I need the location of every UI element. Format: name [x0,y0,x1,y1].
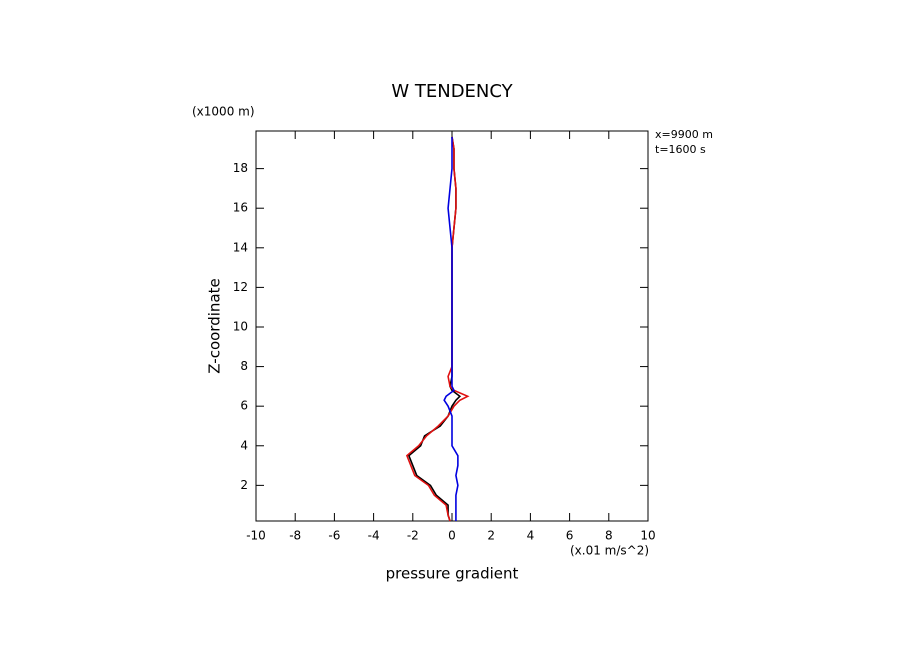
annotation: x=9900 m [655,128,713,141]
x-tick-label: 2 [487,529,495,543]
x-tick-label: -4 [368,529,380,543]
y-tick-label: 12 [233,280,248,294]
y-axis-label: Z-coordinate [206,278,224,373]
x-tick-label: 6 [566,529,574,543]
x-tick-label: 4 [527,529,535,543]
y-unit: (x1000 m) [192,105,255,119]
y-tick-label: 16 [233,201,248,215]
y-tick-label: 8 [240,359,248,373]
y-tick-label: 10 [233,319,248,333]
x-tick-label: -2 [407,529,419,543]
y-tick-label: 6 [240,399,248,413]
y-tick-label: 2 [240,478,248,492]
y-tick-label: 18 [233,161,248,175]
chart-title: W TENDENCY [391,81,513,102]
x-tick-label: 8 [605,529,613,543]
x-tick-label: 0 [448,529,456,543]
x-tick-label: -6 [328,529,340,543]
annotation: t=1600 s [655,143,706,156]
profile-line [443,136,459,521]
x-unit: (x.01 m/s^2) [570,544,649,558]
x-tick-label: 10 [640,529,655,543]
y-tick-label: 4 [240,438,248,452]
y-tick-label: 14 [233,240,248,254]
x-tick-label: -8 [289,529,301,543]
x-axis-label: pressure gradient [386,565,519,583]
x-tick-label: -10 [246,529,266,543]
profile-line [405,136,470,522]
